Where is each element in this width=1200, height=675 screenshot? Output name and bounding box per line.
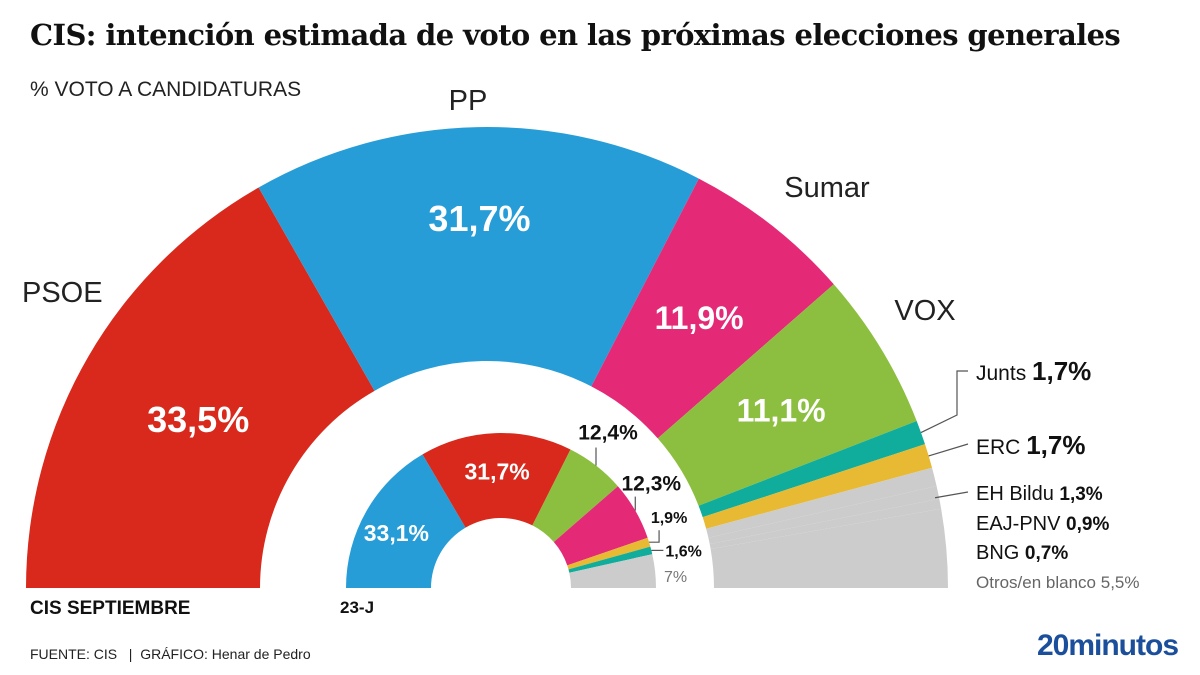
inner-slice-pp	[346, 454, 466, 588]
inner-value-label-otros: 7%	[664, 569, 687, 586]
inner-value-label-vox: 12,4%	[578, 422, 638, 445]
outer-side-label-junts: Junts 1,7%	[976, 356, 1091, 386]
inner-ring-title: 23-J	[340, 598, 375, 617]
outer-value-label-pp: 31,7%	[428, 198, 530, 239]
chart-title: CIS: intención estimada de voto en las p…	[30, 18, 1121, 52]
outer-slice-sumar	[591, 178, 834, 439]
inner-ring-23j	[346, 433, 656, 588]
outer-slice-psoe	[26, 187, 375, 589]
outer-side-label-otros-en-blanco: Otros/en blanco 5,5%	[976, 573, 1140, 592]
leader-line-junts	[920, 370, 968, 434]
outer-slice-bng	[709, 498, 942, 549]
outer-value-label-sumar: 11,9%	[655, 300, 744, 336]
inner-value-label-pp: 33,1%	[364, 520, 429, 546]
outer-side-label-erc: ERC 1,7%	[976, 430, 1085, 460]
inner-slice-sumar	[553, 486, 648, 566]
outer-slice-eaj-pnv	[708, 486, 940, 545]
outer-slice-vox	[657, 284, 917, 506]
inner-value-label-junts: 1,6%	[665, 543, 701, 560]
inner-slice-erc	[567, 537, 651, 570]
outer-slice-otros-en-blanco	[710, 508, 948, 588]
inner-value-label-psoe: 31,7%	[465, 459, 530, 485]
inner-slice-psoe	[422, 433, 571, 528]
outer-name-label-vox: VOX	[894, 295, 955, 327]
inner-slice-otros	[569, 554, 656, 588]
inner-leader-erc	[649, 530, 660, 543]
outer-slice-junts	[698, 420, 925, 518]
outer-value-label-psoe: 33,5%	[147, 399, 249, 440]
outer-slice-eh-bildu	[706, 467, 937, 538]
outer-ring-cis-septiembre	[26, 127, 948, 589]
inner-slice-junts	[568, 546, 653, 573]
data-labels: 33,5% 31,7% 11,9% 11,1% PSOE PP Sumar VOX Junts …	[22, 85, 1140, 592]
outer-side-label-eaj-pnv: EAJ-PNV 0,9%	[976, 513, 1109, 535]
leader-lines	[595, 370, 969, 551]
inner-slice-vox	[532, 449, 618, 543]
outer-side-label-bng: BNG 0,7%	[976, 542, 1068, 564]
outer-side-label-eh-bildu: EH Bildu 1,3%	[976, 483, 1103, 505]
chart-subtitle: % VOTO A CANDIDATURAS	[30, 78, 302, 101]
inner-value-label-sumar: 12,3%	[622, 473, 682, 496]
outer-ring-title: CIS SEPTIEMBRE	[30, 598, 191, 619]
leader-line-grey-group	[934, 491, 969, 499]
outer-name-label-pp: PP	[449, 85, 488, 117]
inner-value-label-erc: 1,9%	[651, 510, 687, 527]
outer-name-label-psoe: PSOE	[22, 277, 103, 309]
outer-value-label-vox: 11,1%	[737, 393, 826, 429]
outer-name-label-sumar: Sumar	[784, 172, 870, 204]
source-credit: FUENTE: CIS | GRÁFICO: Henar de Pedro	[30, 646, 311, 662]
outer-slice-pp	[258, 127, 699, 391]
outer-slice-erc	[702, 444, 933, 529]
leader-line-erc	[928, 443, 969, 457]
brand-logo: 20minutos	[1036, 629, 1179, 662]
